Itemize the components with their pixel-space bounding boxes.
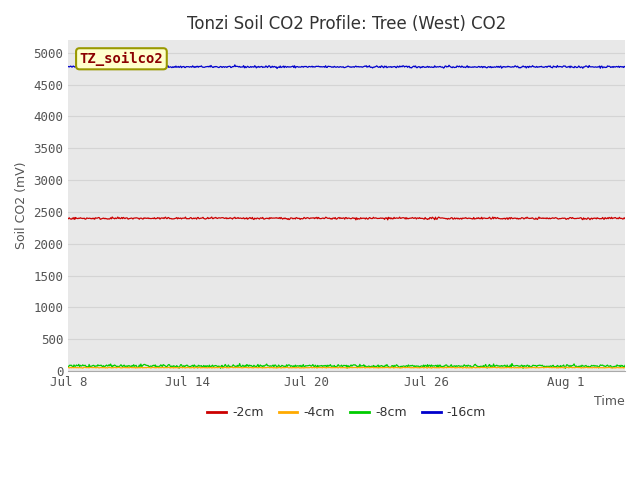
Title: Tonzi Soil CO2 Profile: Tree (West) CO2: Tonzi Soil CO2 Profile: Tree (West) CO2 (187, 15, 506, 33)
Y-axis label: Soil CO2 (mV): Soil CO2 (mV) (15, 162, 28, 250)
Text: TZ_soilco2: TZ_soilco2 (79, 52, 163, 66)
Legend: -2cm, -4cm, -8cm, -16cm: -2cm, -4cm, -8cm, -16cm (202, 401, 492, 424)
X-axis label: Time: Time (595, 395, 625, 408)
